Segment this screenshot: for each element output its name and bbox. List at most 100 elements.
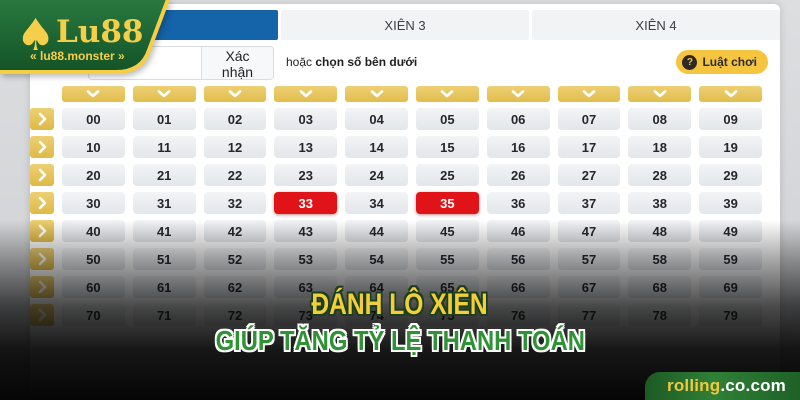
number-cell-77[interactable]: 77: [557, 304, 621, 326]
number-cell-34[interactable]: 34: [345, 192, 408, 214]
number-cell-54[interactable]: 54: [345, 248, 408, 270]
column-dropdown-button[interactable]: [345, 86, 408, 102]
number-cell-63[interactable]: 63: [274, 276, 338, 298]
number-cell-11[interactable]: 11: [132, 136, 196, 158]
number-cell-36[interactable]: 36: [486, 192, 550, 214]
row-expand-button[interactable]: [30, 136, 54, 158]
number-cell-33[interactable]: 33: [274, 192, 338, 214]
number-cell-39[interactable]: 39: [699, 192, 762, 214]
number-cell-31[interactable]: 31: [132, 192, 196, 214]
number-cell-44[interactable]: 44: [345, 220, 408, 242]
tab-xiên-4[interactable]: XIÊN 4: [532, 10, 780, 40]
number-cell-18[interactable]: 18: [628, 136, 692, 158]
number-cell-23[interactable]: 23: [274, 164, 338, 186]
rules-button[interactable]: ? Luật chơi: [676, 50, 768, 74]
number-cell-57[interactable]: 57: [557, 248, 621, 270]
number-cell-79[interactable]: 79: [699, 304, 762, 326]
number-cell-66[interactable]: 66: [486, 276, 550, 298]
number-cell-56[interactable]: 56: [486, 248, 550, 270]
number-cell-37[interactable]: 37: [557, 192, 621, 214]
number-cell-10[interactable]: 10: [62, 136, 125, 158]
number-cell-16[interactable]: 16: [486, 136, 550, 158]
number-cell-40[interactable]: 40: [62, 220, 125, 242]
column-dropdown-button[interactable]: [62, 86, 125, 102]
number-cell-47[interactable]: 47: [557, 220, 621, 242]
number-cell-70[interactable]: 70: [62, 304, 125, 326]
number-cell-14[interactable]: 14: [345, 136, 408, 158]
number-cell-42[interactable]: 42: [203, 220, 267, 242]
number-cell-68[interactable]: 68: [628, 276, 692, 298]
number-cell-00[interactable]: 00: [62, 108, 125, 130]
number-cell-22[interactable]: 22: [203, 164, 267, 186]
column-dropdown-button[interactable]: [699, 86, 762, 102]
number-cell-03[interactable]: 03: [274, 108, 338, 130]
number-cell-51[interactable]: 51: [132, 248, 196, 270]
number-cell-58[interactable]: 58: [628, 248, 692, 270]
number-cell-19[interactable]: 19: [699, 136, 762, 158]
number-cell-78[interactable]: 78: [628, 304, 692, 326]
number-cell-04[interactable]: 04: [345, 108, 408, 130]
number-cell-27[interactable]: 27: [557, 164, 621, 186]
column-dropdown-button[interactable]: [203, 86, 267, 102]
number-cell-28[interactable]: 28: [628, 164, 692, 186]
number-cell-67[interactable]: 67: [557, 276, 621, 298]
number-cell-32[interactable]: 32: [203, 192, 267, 214]
number-cell-35[interactable]: 35: [415, 192, 479, 214]
number-cell-29[interactable]: 29: [699, 164, 762, 186]
number-cell-45[interactable]: 45: [415, 220, 479, 242]
row-expand-button[interactable]: [30, 276, 54, 298]
number-cell-15[interactable]: 15: [415, 136, 479, 158]
row-expand-button[interactable]: [30, 248, 54, 270]
confirm-button[interactable]: Xác nhận: [201, 47, 273, 79]
number-cell-02[interactable]: 02: [203, 108, 267, 130]
number-cell-17[interactable]: 17: [557, 136, 621, 158]
number-cell-08[interactable]: 08: [628, 108, 692, 130]
number-cell-65[interactable]: 65: [415, 276, 479, 298]
number-cell-06[interactable]: 06: [486, 108, 550, 130]
column-dropdown-button[interactable]: [486, 86, 550, 102]
number-cell-05[interactable]: 05: [415, 108, 479, 130]
tab-xiên-3[interactable]: XIÊN 3: [281, 10, 529, 40]
number-cell-59[interactable]: 59: [699, 248, 762, 270]
number-cell-71[interactable]: 71: [132, 304, 196, 326]
number-cell-72[interactable]: 72: [203, 304, 267, 326]
number-cell-12[interactable]: 12: [203, 136, 267, 158]
number-cell-61[interactable]: 61: [132, 276, 196, 298]
column-dropdown-button[interactable]: [415, 86, 479, 102]
number-cell-26[interactable]: 26: [486, 164, 550, 186]
column-dropdown-button[interactable]: [132, 86, 196, 102]
number-cell-50[interactable]: 50: [62, 248, 125, 270]
number-cell-01[interactable]: 01: [132, 108, 196, 130]
number-cell-48[interactable]: 48: [628, 220, 692, 242]
number-cell-73[interactable]: 73: [274, 304, 338, 326]
number-cell-62[interactable]: 62: [203, 276, 267, 298]
number-cell-30[interactable]: 30: [62, 192, 125, 214]
row-expand-button[interactable]: [30, 192, 54, 214]
number-cell-07[interactable]: 07: [557, 108, 621, 130]
number-cell-69[interactable]: 69: [699, 276, 762, 298]
number-cell-53[interactable]: 53: [274, 248, 338, 270]
number-cell-55[interactable]: 55: [415, 248, 479, 270]
number-cell-41[interactable]: 41: [132, 220, 196, 242]
number-cell-52[interactable]: 52: [203, 248, 267, 270]
number-cell-38[interactable]: 38: [628, 192, 692, 214]
number-cell-49[interactable]: 49: [699, 220, 762, 242]
column-dropdown-button[interactable]: [628, 86, 692, 102]
number-cell-74[interactable]: 74: [345, 304, 408, 326]
number-cell-64[interactable]: 64: [345, 276, 408, 298]
number-cell-09[interactable]: 09: [699, 108, 762, 130]
column-dropdown-button[interactable]: [274, 86, 338, 102]
number-cell-13[interactable]: 13: [274, 136, 338, 158]
number-cell-75[interactable]: 75: [415, 304, 479, 326]
number-cell-60[interactable]: 60: [62, 276, 125, 298]
number-cell-76[interactable]: 76: [486, 304, 550, 326]
column-dropdown-button[interactable]: [557, 86, 621, 102]
number-cell-43[interactable]: 43: [274, 220, 338, 242]
number-cell-21[interactable]: 21: [132, 164, 196, 186]
brand-logo[interactable]: ♠ Lu88 « lu88.monster »: [0, 0, 176, 80]
number-cell-24[interactable]: 24: [345, 164, 408, 186]
row-expand-button[interactable]: [30, 220, 54, 242]
number-cell-20[interactable]: 20: [62, 164, 125, 186]
row-expand-button[interactable]: [30, 304, 54, 326]
row-expand-button[interactable]: [30, 164, 54, 186]
